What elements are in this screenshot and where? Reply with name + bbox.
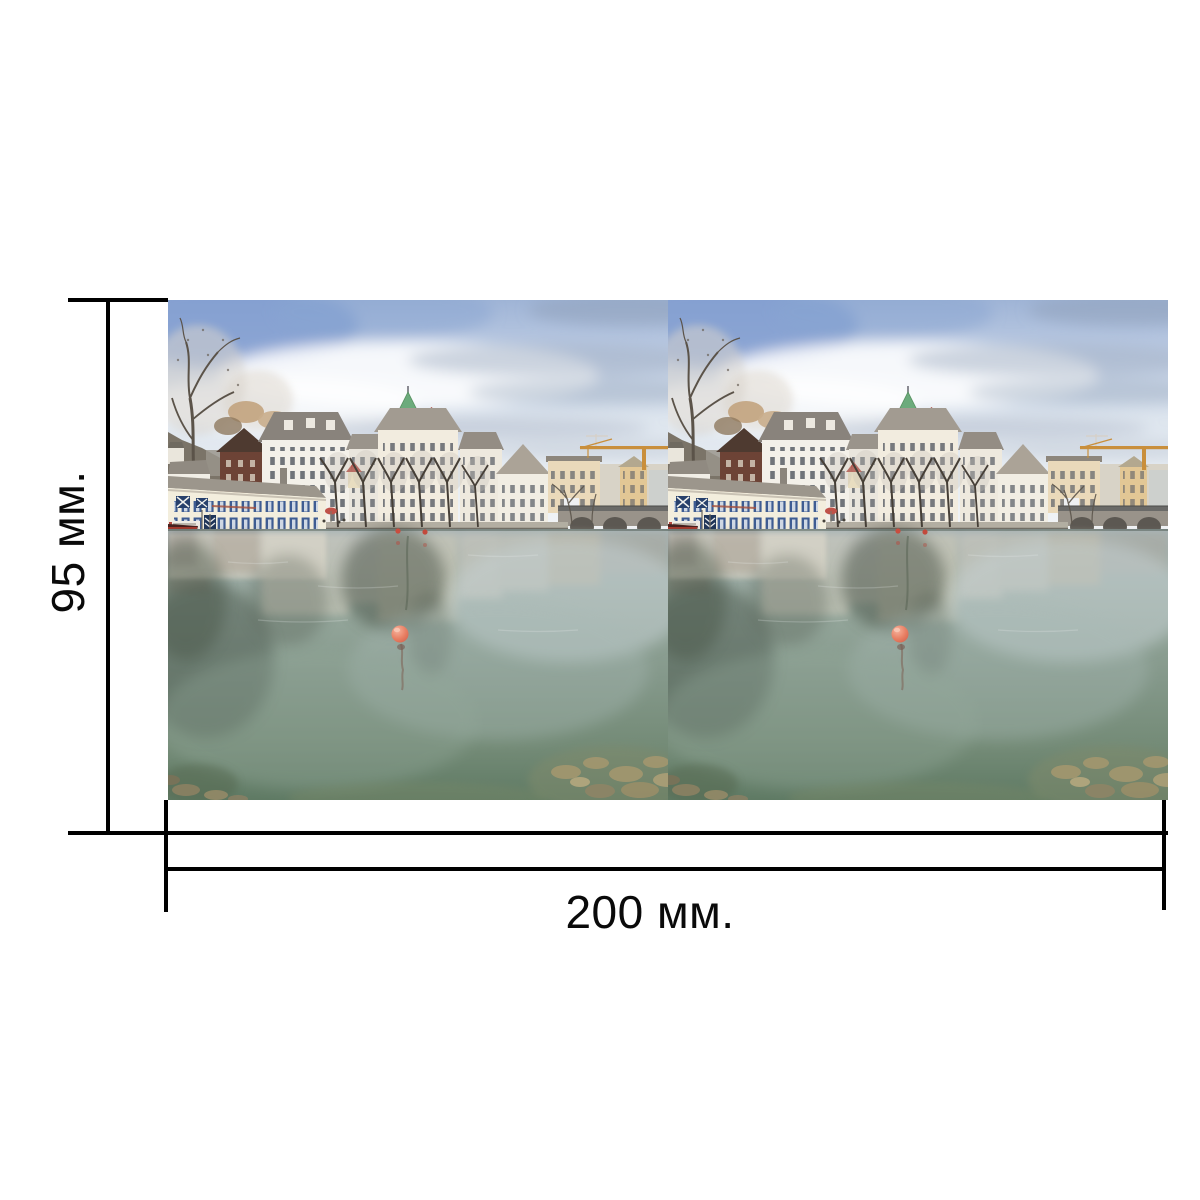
photo-scene bbox=[668, 300, 1168, 800]
height-dim-top-tick bbox=[68, 298, 168, 302]
photo-scene bbox=[168, 300, 668, 800]
height-dim-bottom-tick bbox=[68, 831, 1168, 835]
photo-print-left bbox=[168, 300, 668, 800]
width-dim-left-extension bbox=[164, 800, 168, 912]
width-dimension-label: 200 мм. bbox=[565, 886, 735, 938]
photo-print-right bbox=[668, 300, 1168, 800]
width-dim-right-extension bbox=[1162, 800, 1166, 910]
height-dimension-label: 95 мм. bbox=[42, 470, 94, 614]
width-dimension-line bbox=[166, 867, 1166, 871]
height-dimension-line bbox=[106, 298, 110, 835]
